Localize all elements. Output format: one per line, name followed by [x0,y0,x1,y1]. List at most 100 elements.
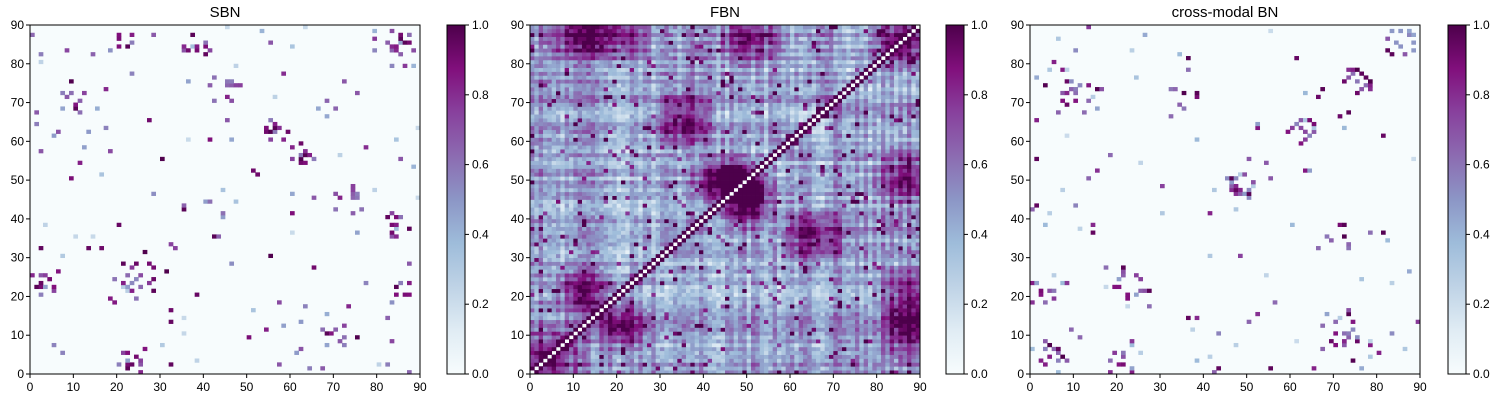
heatmap-cell [863,284,869,290]
heatmap-cell [729,203,735,208]
heatmap-cell [898,180,904,185]
heatmap-cell [324,98,330,103]
heatmap-cell [889,346,895,352]
heatmap-cell [621,350,626,355]
heatmap-cell [798,191,804,196]
heatmap-cell [703,191,709,196]
heatmap-cell [703,304,709,309]
heatmap-cell [359,207,365,212]
heatmap-cell [798,238,804,243]
heatmap-cell [902,191,908,196]
heatmap-cell [850,288,856,293]
heatmap-cell [803,319,808,324]
heatmap-cell [872,358,878,363]
heatmap-cell [742,358,748,363]
heatmap-cell [751,288,756,293]
heatmap-cell [833,172,839,177]
heatmap-cell [777,323,782,328]
heatmap-cell [829,230,834,235]
heatmap-cell [673,238,678,243]
heatmap-cell [824,354,830,359]
heatmap-cell [829,215,834,220]
heatmap-cell [660,362,665,367]
heatmap-cell [538,331,544,336]
heatmap-cell [894,172,899,177]
heatmap-cell [885,277,891,282]
heatmap-cell [738,242,743,247]
heatmap-cell [729,253,735,259]
heatmap-cell [590,280,596,286]
heatmap-cell [668,335,674,340]
heatmap-cell [863,354,869,359]
heatmap-cell [629,195,635,200]
heatmap-cell [859,350,865,355]
heatmap-cell [538,346,544,352]
heatmap-cell [746,261,752,266]
heatmap-cell [599,335,605,340]
heatmap-cell [833,226,839,231]
heatmap-cell [885,319,891,324]
heatmap-cell [268,129,274,134]
heatmap-cell [712,191,717,196]
heatmap-cell [577,280,583,286]
heatmap-cell [612,273,618,278]
heatmap-cell [742,335,748,340]
heatmap-cell [803,199,808,204]
heatmap-cell [872,222,878,227]
heatmap-cell [686,339,691,344]
heatmap-cell [820,215,826,220]
heatmap-cell [863,199,869,204]
heatmap-cell [876,273,882,278]
heatmap-cell [846,238,852,243]
heatmap-cell [907,230,912,235]
heatmap-cell [694,187,700,193]
heatmap-cell [712,199,717,204]
heatmap-cell [125,44,131,49]
heatmap-cell [720,273,726,278]
heatmap-cell [547,269,553,274]
heatmap-cell [586,273,592,278]
heatmap-cell [816,211,821,216]
heatmap-cell [686,300,691,305]
heatmap-cell [738,180,743,185]
heatmap-cell [673,246,678,251]
heatmap-cell [803,183,808,189]
heatmap-cell [768,304,774,309]
heatmap-cell [595,226,600,231]
heatmap-cell [534,354,540,359]
heatmap-cell [398,52,404,57]
heatmap-cell [595,187,600,193]
heatmap-cell [586,346,592,352]
heatmap-cell [911,242,917,247]
heatmap-cell [790,327,795,332]
heatmap-cell [577,199,583,204]
heatmap-cell [547,362,553,367]
heatmap-cell [655,249,661,255]
heatmap-cell [863,304,869,309]
heatmap-cell [543,319,548,324]
heatmap-cell [894,195,899,200]
heatmap-cell [673,304,678,309]
heatmap-cell [829,331,834,336]
heatmap-cell [595,339,600,344]
heatmap-cell [837,195,843,200]
heatmap-cell [530,327,535,332]
heatmap-cell [638,327,644,332]
heatmap-cell [616,280,622,286]
heatmap-cell [86,246,92,251]
heatmap-cell [876,362,882,367]
heatmap-cell [863,273,869,278]
heatmap-cell [868,218,873,224]
heatmap-cell [772,203,778,208]
heatmap-cell [699,222,704,227]
heatmap-cell [816,226,821,231]
heatmap-cell [129,362,135,367]
heatmap-cell [621,311,626,317]
heatmap-cell [898,342,904,348]
heatmap-cell [790,187,795,193]
heatmap-cell [673,277,678,282]
heatmap-cell [729,180,735,185]
heatmap-cell [673,350,678,355]
heatmap-cell [868,311,873,317]
heatmap-cell [38,246,44,251]
